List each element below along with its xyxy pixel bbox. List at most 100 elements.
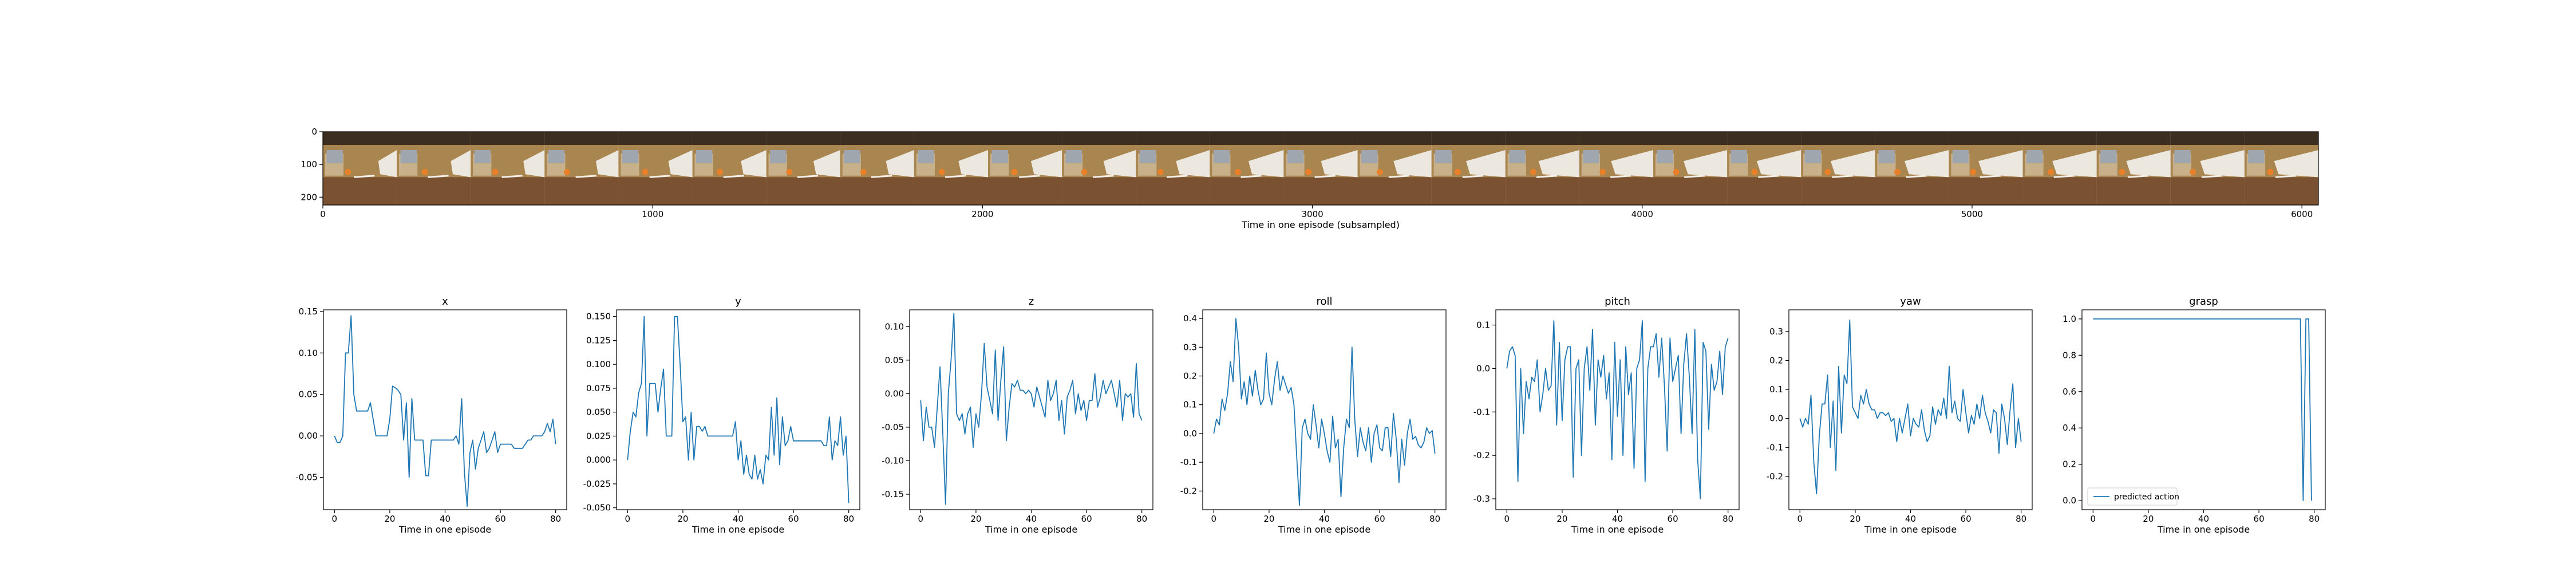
frame-ball <box>563 168 570 175</box>
filmstrip-x-tick-label: 5000 <box>1961 209 1983 219</box>
x-tick-label: 40 <box>1026 514 1037 524</box>
frame-ceiling <box>323 132 397 145</box>
frame-table <box>766 177 840 205</box>
frame-table <box>2170 177 2245 205</box>
x-tick-label: 60 <box>1961 514 1971 524</box>
y-tick-label: 0.3 <box>1183 342 1197 352</box>
chart-x: x 0 20 40 60 80 0.15 0.10 0.05 0.00 -0.05 Time in o… <box>295 296 567 535</box>
episode-frame <box>1283 132 1358 205</box>
episode-frame <box>1801 132 1875 205</box>
frame-fixture <box>918 150 934 164</box>
frame-table <box>2096 177 2171 205</box>
x-tick-label: 40 <box>1612 514 1623 524</box>
y-tick-label: 0.1 <box>1476 320 1490 330</box>
frame-ceiling <box>1431 132 1506 145</box>
frame-fixture <box>770 150 787 164</box>
frame-ceiling <box>2244 132 2318 145</box>
x-tick-label: 20 <box>1556 514 1567 524</box>
episode-frame <box>1727 132 1801 205</box>
frame-table <box>323 177 397 205</box>
frame-ball <box>421 168 428 175</box>
frame-fixture <box>1583 150 1599 164</box>
y-tick-label: 0.150 <box>586 312 611 322</box>
episode-frame <box>840 132 914 205</box>
frame-ball <box>2048 168 2055 175</box>
x-tick-label: 0 <box>1797 514 1803 524</box>
frame-stick <box>428 175 449 178</box>
x-axis-label: Time in one episode <box>1571 524 1664 535</box>
x-tick-label: 60 <box>1081 514 1092 524</box>
frame-stick <box>1906 175 1927 178</box>
y-tick-label: -0.10 <box>882 456 904 466</box>
frame-table <box>988 177 1062 205</box>
frame-hand <box>668 150 693 178</box>
frame-table <box>1357 177 1432 205</box>
x-tick-label: 0 <box>1211 514 1217 524</box>
filmstrip-x-axis-label: Time in one episode (subsampled) <box>1241 219 1400 230</box>
y-tick-label: 0.8 <box>2063 350 2076 360</box>
frame-ball <box>1011 168 1018 175</box>
frame-ceiling <box>1801 132 1875 145</box>
frame-stick <box>649 175 670 178</box>
frame-fixture <box>1435 150 1452 164</box>
frame-stick <box>354 175 375 178</box>
y-tick-label: 0.10 <box>299 348 318 358</box>
y-tick-label: -0.05 <box>882 422 904 432</box>
y-tick-label: -0.15 <box>882 489 904 499</box>
x-tick-label: 20 <box>677 514 688 524</box>
frame-ceiling <box>1357 132 1432 145</box>
chart-axes-frame <box>1202 309 1447 510</box>
frame-ceiling <box>1136 132 1210 145</box>
episode-frame <box>1062 132 1136 205</box>
y-tick-label: 0.0 <box>1476 363 1490 373</box>
frame-stick <box>501 175 523 178</box>
y-tick-label: 0.050 <box>586 407 611 418</box>
frame-stick <box>2053 175 2075 178</box>
frame-ball <box>345 168 351 175</box>
frame-ball <box>1305 168 1312 175</box>
frame-ceiling <box>766 132 840 145</box>
filmstrip-x-tick-label: 6000 <box>2291 209 2313 219</box>
frame-hand <box>741 150 767 178</box>
legend-box <box>2087 487 2178 506</box>
chart-title: x <box>442 296 448 308</box>
frame-fixture <box>1878 150 1895 164</box>
frame-table <box>1136 177 1210 205</box>
frame-ceiling <box>840 132 914 145</box>
y-tick-label: 0.00 <box>299 431 318 441</box>
frame-fixture <box>474 150 491 164</box>
y-tick-label: -0.05 <box>295 472 318 483</box>
frame-stick <box>2127 175 2149 178</box>
frame-table <box>840 177 914 205</box>
frame-hand <box>451 150 471 178</box>
chart-axes-frame <box>1788 309 2033 510</box>
chart-axes-frame <box>2081 309 2326 510</box>
frame-hand <box>813 150 840 178</box>
frame-hand <box>1248 150 1284 178</box>
frame-fixture <box>1657 150 1673 164</box>
y-tick-label: 0.3 <box>1769 326 1783 337</box>
frame-hand <box>2200 150 2245 178</box>
frame-fixture <box>696 150 713 164</box>
frame-stick <box>945 175 966 178</box>
chart-yaw: yaw 0 20 40 60 80 0.3 0.2 0.1 0.0 -0.1 -0.2 Time in … <box>1767 296 2033 535</box>
legend-label: predicted action <box>2114 493 2179 502</box>
frame-table <box>1653 177 1728 205</box>
y-tick-label: -0.1 <box>1180 457 1197 467</box>
x-tick-label: 40 <box>1905 514 1916 524</box>
frame-stick <box>1832 175 1853 178</box>
frame-fixture <box>2026 150 2043 164</box>
frame-stick <box>797 175 819 178</box>
frame-ball <box>1081 168 1088 175</box>
chart-title: grasp <box>2189 296 2218 308</box>
frame-table <box>1283 177 1358 205</box>
series-line <box>920 313 1143 505</box>
y-tick-label: 0.4 <box>1183 313 1197 324</box>
frame-ceiling <box>1875 132 1949 145</box>
filmstrip-y-tick-label: 100 <box>301 159 317 170</box>
frame-stick <box>723 175 745 178</box>
y-tick-label: 0.2 <box>1183 371 1197 381</box>
episode-frame <box>766 132 840 205</box>
x-tick-label: 40 <box>2198 514 2209 524</box>
